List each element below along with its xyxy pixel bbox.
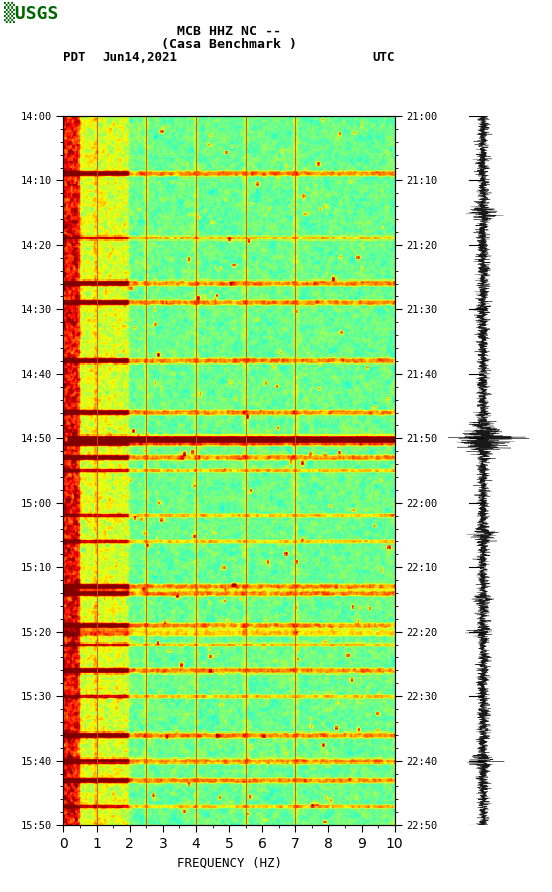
Text: (Casa Benchmark ): (Casa Benchmark )	[161, 38, 297, 52]
X-axis label: FREQUENCY (HZ): FREQUENCY (HZ)	[177, 856, 282, 870]
Text: PDT: PDT	[63, 51, 86, 64]
Text: ▒USGS: ▒USGS	[4, 2, 59, 23]
Text: Jun14,2021: Jun14,2021	[102, 51, 177, 64]
Text: MCB HHZ NC --: MCB HHZ NC --	[177, 25, 281, 38]
Text: UTC: UTC	[372, 51, 395, 64]
